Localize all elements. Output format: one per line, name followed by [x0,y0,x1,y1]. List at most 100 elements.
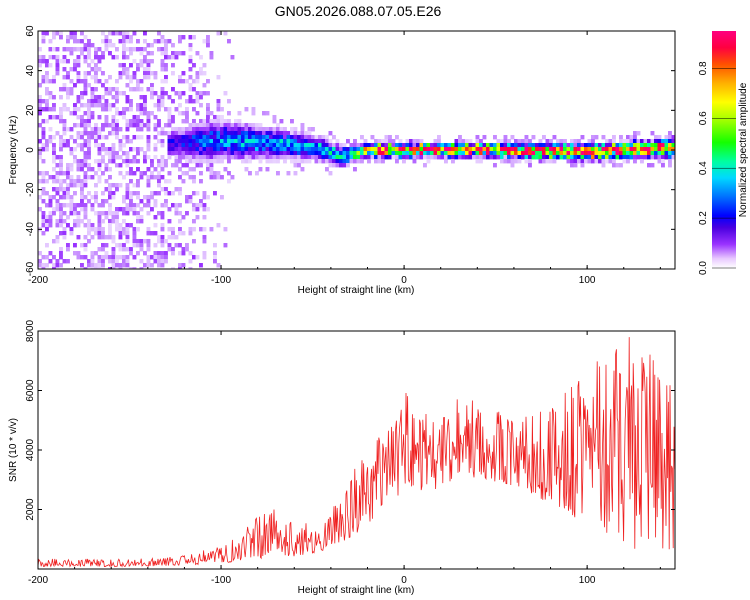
heatmap-cell [363,155,368,160]
heatmap-cell [132,123,137,128]
heatmap-cell [69,167,74,172]
heatmap-cell [202,39,207,44]
heatmap-cell [584,155,588,160]
heatmap-cell [377,155,382,160]
heatmap-cell [472,155,476,160]
heatmap-cell [73,243,77,248]
heatmap-cell [157,259,161,264]
heatmap-cell [118,111,123,116]
heatmap-cell [55,67,60,72]
heatmap-cell [605,159,609,164]
heatmap-cell [279,131,284,136]
heatmap-cell [174,207,179,212]
heatmap-cell [192,219,196,224]
heatmap-cell [122,47,126,52]
heatmap-cell [517,147,522,152]
heatmap-cell [223,119,228,124]
heatmap-cell [251,143,256,148]
heatmap-cell [202,227,207,232]
heatmap-cell [507,159,511,164]
heatmap-cell [185,195,189,200]
heatmap-cell [255,131,259,136]
heatmap-cell [122,259,126,264]
heatmap-cell [230,147,235,152]
heatmap-cell [59,143,63,148]
heatmap-cell [45,139,49,144]
heatmap-cell [640,143,644,148]
heatmap-cell [52,95,56,100]
heatmap-cell [66,163,70,168]
heatmap-cell [111,267,116,269]
heatmap-cell [52,207,56,212]
heatmap-cell [146,247,151,252]
heatmap-cell [143,195,147,200]
heatmap-cell [272,143,277,148]
heatmap-cell [367,151,371,156]
heatmap-cell [388,143,392,148]
heatmap-cell [304,139,308,144]
heatmap-cell [353,143,357,148]
heatmap-cell [220,115,224,120]
heatmap-cell [104,119,109,124]
heatmap-cell [90,259,95,264]
heatmap-cell [290,119,294,124]
heatmap-cell [139,147,144,152]
heatmap-cell [118,91,123,96]
heatmap-cell [178,143,182,148]
heatmap-cell [192,79,196,84]
heatmap-cell [258,131,263,136]
heatmap-cell [97,247,102,252]
heatmap-cell [507,143,511,148]
heatmap-cell [188,175,193,180]
heatmap-cell [52,107,56,112]
heatmap-cell [605,139,609,144]
heatmap-cell [108,231,112,236]
heatmap-cell [384,155,389,160]
heatmap-cell [374,143,378,148]
heatmap-cell [269,147,273,152]
heatmap-cell [633,139,637,144]
heatmap-cell [97,211,102,216]
heatmap-cell [83,159,88,164]
heatmap-cell [209,127,214,132]
heatmap-cell [59,223,63,228]
heatmap-cell [286,139,291,144]
heatmap-cell [146,255,151,260]
heatmap-cell [244,131,249,136]
heatmap-cell [101,259,105,264]
heatmap-cell [444,143,448,148]
heatmap-cell [185,119,189,124]
heatmap-cell [178,127,182,132]
heatmap-cell [220,127,224,132]
heatmap-cell [83,179,88,184]
heatmap-cell [129,119,133,124]
colorbar-ticks: 0.00.20.40.60.8 [698,61,736,275]
heatmap-cell [157,191,161,196]
heatmap-cell [563,139,567,144]
heatmap-cell [160,211,165,216]
heatmap-cell [160,243,165,248]
heatmap-cell [615,151,620,156]
heatmap-cell [160,99,165,104]
heatmap-cell [83,243,88,248]
heatmap-cell [48,219,53,224]
heatmap-cell [139,267,144,269]
heatmap-cell [188,83,193,88]
heatmap-cell [45,227,49,232]
heatmap-cell [356,159,361,164]
heatmap-cell [594,147,599,152]
spectrogram-ytick-label: 0 [25,147,36,153]
heatmap-cell [328,155,333,160]
heatmap-cell [69,211,74,216]
heatmap-cell [48,107,53,112]
heatmap-cell [528,143,532,148]
heatmap-cell [216,99,221,104]
heatmap-cell [94,79,98,84]
heatmap-cell [139,79,144,84]
heatmap-cell [52,239,56,244]
heatmap-cell [38,123,42,128]
heatmap-cell [111,55,116,60]
heatmap-cell [643,143,648,148]
heatmap-cell [514,151,518,156]
heatmap-cell [69,175,74,180]
